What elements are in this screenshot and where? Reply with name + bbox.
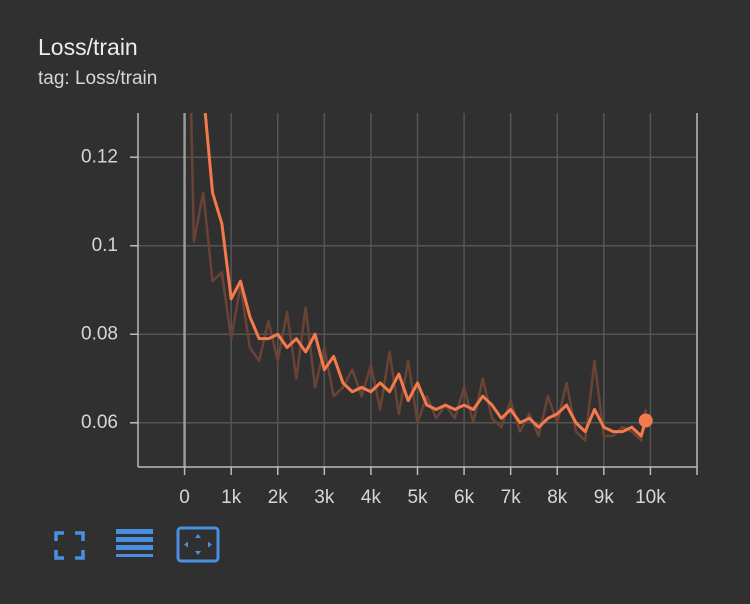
last-point xyxy=(638,413,653,428)
y-tick-label: 0.1 xyxy=(92,235,118,256)
x-tick-label: 0 xyxy=(179,487,190,508)
plot: 0.06 0.08 0.1 0.12 0 1k 2k 3k 4k 5k 6k 7k 8k 9k 10k xyxy=(81,113,698,508)
fit-domain-button[interactable] xyxy=(176,526,220,563)
series-line xyxy=(189,113,647,442)
x-tick-label: 6k xyxy=(454,487,475,508)
y-tick-label: 0.06 xyxy=(81,412,118,433)
chart-subtitle: tag: Loss/train xyxy=(38,68,157,89)
fullscreen-button[interactable] xyxy=(54,531,85,560)
series-line xyxy=(203,113,648,438)
chart-title: Loss/train xyxy=(38,34,138,60)
x-tick-label: 3k xyxy=(314,487,335,508)
x-tick-label: 2k xyxy=(268,487,289,508)
x-tick-label: 4k xyxy=(361,487,382,508)
x-tick-label: 7k xyxy=(501,487,522,508)
x-tick-label: 5k xyxy=(407,487,428,508)
y-tick-label: 0.08 xyxy=(81,323,118,344)
toggle-log-button[interactable] xyxy=(116,529,153,557)
x-tick-label: 9k xyxy=(594,487,615,508)
x-tick-label: 8k xyxy=(547,487,568,508)
x-tick-label: 10k xyxy=(635,487,666,508)
y-tick-label: 0.12 xyxy=(81,146,118,167)
series-group xyxy=(189,113,653,442)
x-tick-label: 1k xyxy=(221,487,242,508)
